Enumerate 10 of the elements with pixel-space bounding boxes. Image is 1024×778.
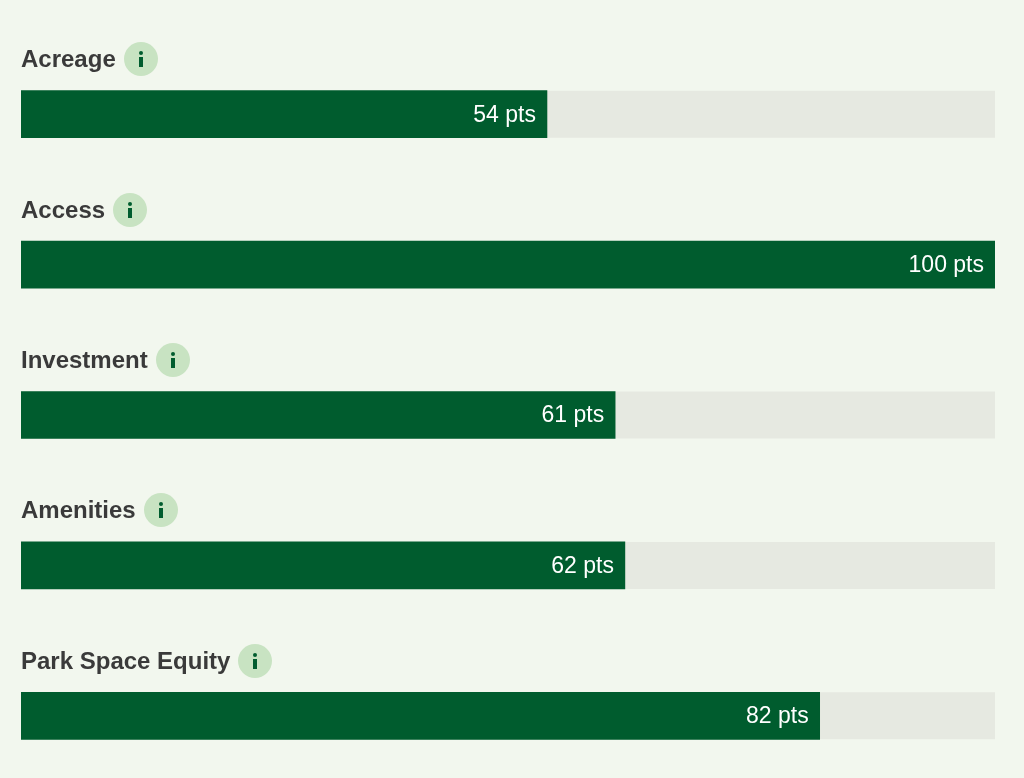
data-label: 54 pts xyxy=(473,100,536,127)
data-label: 82 pts xyxy=(746,702,809,729)
y-tick-label: Amenities xyxy=(21,496,136,525)
y-tick-label: Investment xyxy=(21,346,148,374)
data-label: 61 pts xyxy=(541,401,605,428)
y-tick-label: Access xyxy=(21,195,106,224)
data-label: 62 pts xyxy=(551,551,614,578)
data-label: 100 pts xyxy=(908,250,984,277)
y-tick-label: Park Space Equity xyxy=(21,646,231,675)
y-tick-label: Acreage xyxy=(21,45,116,74)
